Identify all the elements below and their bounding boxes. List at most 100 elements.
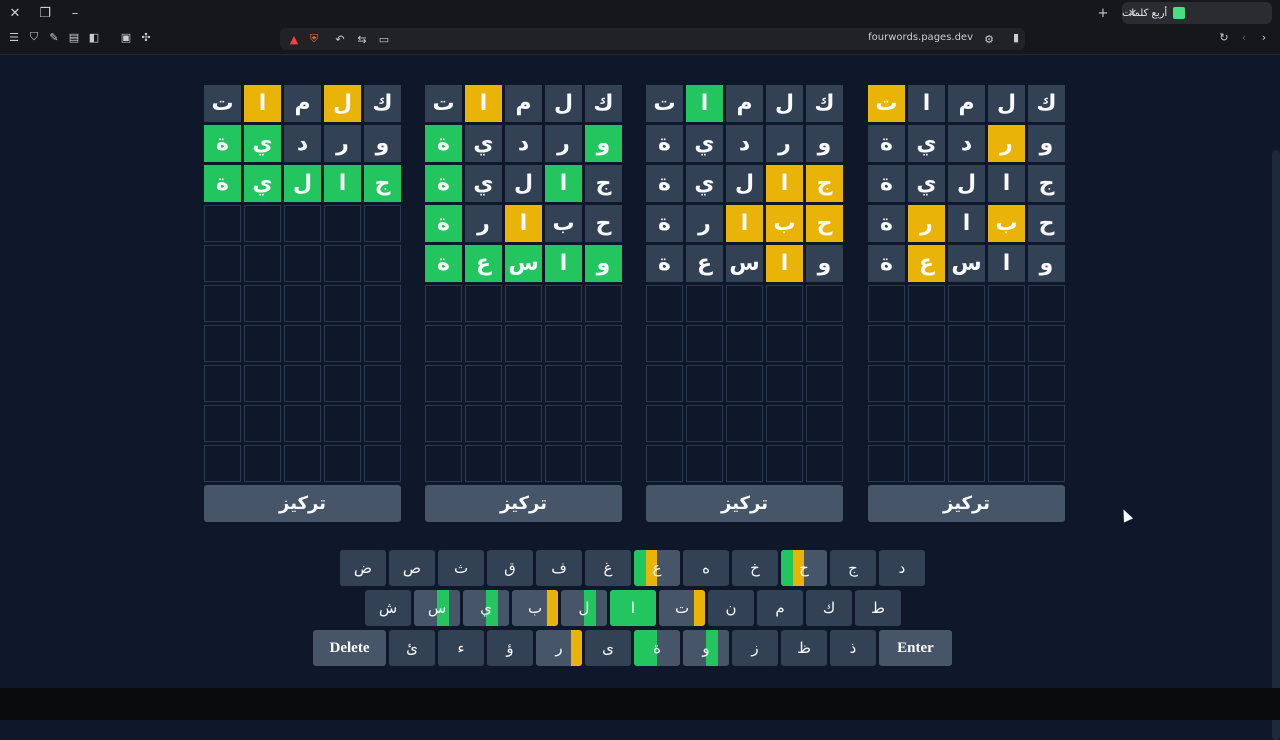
reader-icon[interactable]: ▭ — [378, 32, 390, 46]
empty-tile — [726, 285, 763, 322]
bookmark-icon[interactable]: ▮ — [1012, 30, 1020, 44]
enter-key[interactable]: Enter — [879, 630, 952, 666]
letter-tile: ت — [425, 85, 462, 122]
window-restore-icon[interactable]: ❐ — [39, 5, 51, 21]
keyboard-key[interactable]: ج — [830, 550, 876, 586]
empty-tile — [806, 445, 843, 482]
letter-tile: ي — [686, 165, 723, 202]
page-scrollbar[interactable] — [1272, 150, 1280, 740]
letter-tile: ع — [908, 245, 945, 282]
keyboard-key[interactable]: خ — [732, 550, 778, 586]
empty-tile — [244, 285, 281, 322]
keyboard-key[interactable]: ظ — [781, 630, 827, 666]
keyboard-key[interactable]: ب — [512, 590, 558, 626]
share-icon[interactable]: ↶ — [335, 32, 345, 46]
focus-button[interactable]: تركيز — [868, 485, 1065, 522]
keyboard-key[interactable]: ت — [659, 590, 705, 626]
empty-tile — [1028, 285, 1065, 322]
window-close-icon[interactable]: ✕ — [9, 5, 21, 21]
focus-button[interactable]: تركيز — [425, 485, 622, 522]
tabs-icon[interactable]: ▤ — [68, 30, 80, 44]
keyboard-key[interactable]: ق — [487, 550, 533, 586]
keyboard-key[interactable]: ث — [438, 550, 484, 586]
keyboard-key[interactable]: ة — [634, 630, 680, 666]
keyboard-key[interactable]: ه — [683, 550, 729, 586]
keyboard-key[interactable]: ئ — [389, 630, 435, 666]
keyboard-key[interactable]: ص — [389, 550, 435, 586]
letter-tile: ر — [766, 125, 803, 162]
empty-tile — [545, 285, 582, 322]
keyboard-key[interactable]: ذ — [830, 630, 876, 666]
keyboard-key[interactable]: ك — [806, 590, 852, 626]
empty-tile — [686, 405, 723, 442]
keyboard-key[interactable]: ى — [585, 630, 631, 666]
letter-tile: ا — [988, 165, 1025, 202]
delete-key[interactable]: Delete — [313, 630, 386, 666]
keyboard-key[interactable]: ط — [855, 590, 901, 626]
forward-icon[interactable]: › — [1261, 30, 1267, 44]
keyboard-key[interactable]: ا — [610, 590, 656, 626]
keyboard-key[interactable]: ؤ — [487, 630, 533, 666]
key-hint-marker — [706, 630, 718, 666]
key-label: س — [427, 599, 447, 617]
keyboard-key[interactable]: س — [414, 590, 460, 626]
keyboard-key[interactable]: د — [879, 550, 925, 586]
keyboard-key[interactable]: ع — [634, 550, 680, 586]
extensions-icon[interactable]: ✎ — [49, 30, 59, 44]
empty-tile — [465, 325, 502, 362]
key-label: ن — [725, 599, 737, 617]
reload-icon[interactable]: ↻ — [1219, 30, 1229, 44]
keyboard-key[interactable]: غ — [585, 550, 631, 586]
letter-tile: ا — [908, 85, 945, 122]
letter-tile: ل — [324, 85, 361, 122]
window-minimize-icon[interactable]: – — [71, 5, 79, 21]
focus-button[interactable]: تركيز — [204, 485, 401, 522]
screenshot-icon[interactable]: ▣ — [120, 30, 132, 44]
letter-tile: س — [726, 245, 763, 282]
shield-icon[interactable]: ⛉ — [29, 30, 39, 43]
brave-shield-icon[interactable]: ⛨ — [309, 32, 319, 45]
keyboard-key[interactable]: ح — [781, 550, 827, 586]
keyboard-key[interactable]: ش — [365, 590, 411, 626]
key-label: د — [898, 559, 906, 577]
puzzle-icon[interactable]: ✣ — [141, 30, 151, 44]
menu-icon[interactable]: ☰ — [9, 30, 19, 44]
letter-tile: ا — [545, 245, 582, 282]
letter-tile: ر — [324, 125, 361, 162]
keyboard-key[interactable]: ي — [463, 590, 509, 626]
keyboard-key[interactable]: م — [757, 590, 803, 626]
address-bar[interactable]: ▲ ⛨ ↶ ⇆ ▭ fourwords.pages.dev ⚙ — [280, 28, 1025, 50]
letter-tile: د — [284, 125, 321, 162]
empty-tile — [425, 325, 462, 362]
empty-tile — [465, 445, 502, 482]
keyboard-key[interactable]: ء — [438, 630, 484, 666]
tab-close-icon[interactable]: ✕ — [1128, 6, 1138, 20]
browser-tab[interactable]: أربع كلمات ✕ — [1122, 2, 1272, 24]
keyboard-key[interactable]: ف — [536, 550, 582, 586]
letter-tile: ك — [585, 85, 622, 122]
focus-button[interactable]: تركيز — [646, 485, 843, 522]
letter-tile: ي — [244, 125, 281, 162]
empty-tile — [204, 405, 241, 442]
letter-tile: ة — [425, 245, 462, 282]
keyboard-key[interactable]: ل — [561, 590, 607, 626]
keyboard-key[interactable]: ض — [340, 550, 386, 586]
keyboard-key[interactable]: ز — [732, 630, 778, 666]
empty-tile — [425, 445, 462, 482]
warning-icon[interactable]: ▲ — [289, 32, 299, 46]
sidebar-icon[interactable]: ◧ — [88, 30, 100, 44]
new-tab-button[interactable]: + — [1097, 5, 1109, 21]
empty-tile — [1028, 445, 1065, 482]
keyboard-key[interactable]: ر — [536, 630, 582, 666]
empty-tile — [646, 405, 683, 442]
letter-tile: ة — [425, 165, 462, 202]
site-settings-icon[interactable]: ⚙ — [984, 32, 994, 46]
empty-tile — [868, 285, 905, 322]
back-icon[interactable]: ‹ — [1241, 30, 1247, 44]
letter-tile: س — [505, 245, 542, 282]
key-label: م — [775, 599, 785, 617]
empty-tile — [324, 405, 361, 442]
keyboard-key[interactable]: ن — [708, 590, 754, 626]
keyboard-key[interactable]: و — [683, 630, 729, 666]
translate-icon[interactable]: ⇆ — [357, 32, 367, 46]
